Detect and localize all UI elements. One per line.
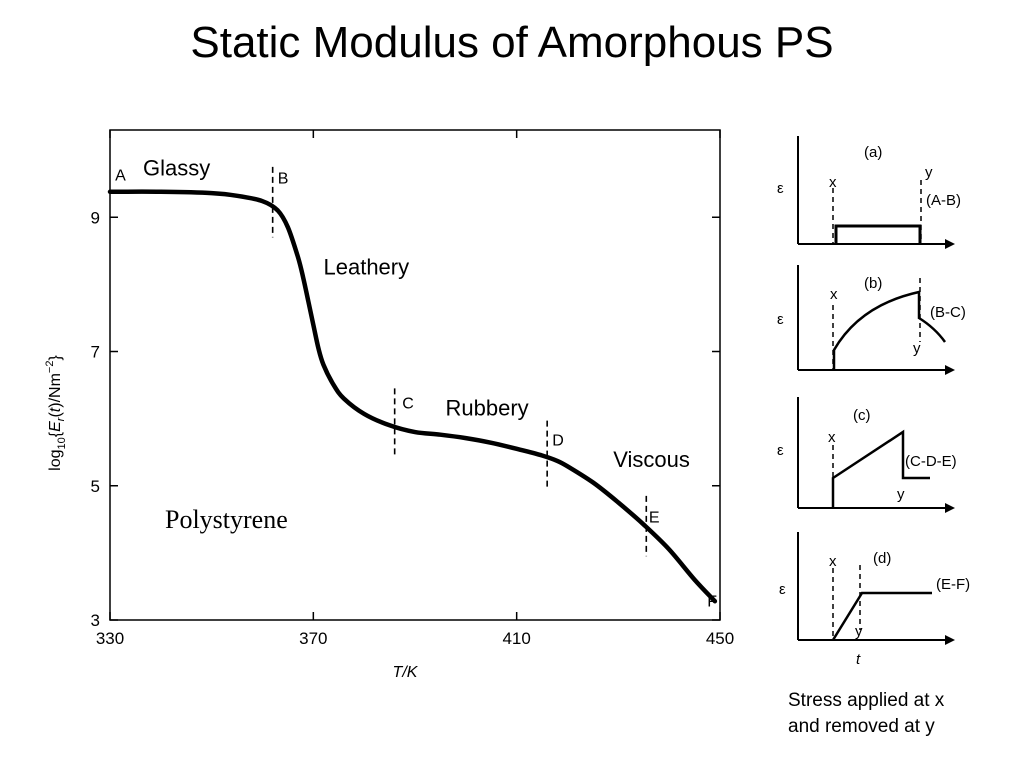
y-tick-label: 5 [91,477,100,496]
transition-label-d: D [552,432,564,449]
modulus-chart: 330 370 410 450 3 5 7 9 Glassy Leathery Rubbery V… [44,129,734,681]
inset-a-y-label: y [925,164,933,181]
inset-c-tag: (c) [853,407,871,424]
inset-d-tag: (d) [873,550,891,567]
inset-c-ylabel: ε [777,442,784,459]
transition-label-a: A [115,167,126,184]
transition-label-e: E [649,510,660,527]
y-tick-label: 3 [91,611,100,630]
inset-b-tag: (b) [864,275,882,292]
y-tick-label: 9 [91,208,100,227]
region-label-viscous: Viscous [613,447,690,472]
caption: Stress applied at x and removed at y [788,690,945,737]
transition-markers [271,166,648,557]
inset-d-y-label: y [855,623,863,640]
inset-a-tag: (a) [864,144,882,161]
inset-d-ylabel: ε [779,581,786,598]
inset-d-range: (E-F) [936,576,970,593]
transition-label-b: B [278,171,289,188]
inset-c-x-label: x [828,429,836,446]
arrow-right-icon [945,239,955,249]
x-ticks: 330 370 410 450 [96,130,734,648]
chart-annotation: Polystyrene [165,505,288,534]
inset-b: (b) ε x y (B-C) [777,265,966,375]
inset-b-range: (B-C) [930,304,966,321]
x-tick-label: 330 [96,629,124,648]
x-tick-label: 370 [299,629,327,648]
inset-d-t-label: t [856,651,861,668]
transition-label-c: C [402,396,414,413]
region-label-rubbery: Rubbery [446,395,529,420]
inset-c: (c) ε x y (C-D-E) [777,397,957,513]
inset-a-range: (A-B) [926,192,961,209]
slide-title: Static Modulus of Amorphous PS [190,18,834,67]
inset-a: (a) ε x y (A-B) [777,136,961,249]
inset-b-response [832,290,947,370]
arrow-right-icon [945,635,955,645]
y-tick-label: 7 [91,343,100,362]
y-ticks: 3 5 7 9 [91,208,720,630]
region-label-leathery: Leathery [324,254,410,279]
inset-a-response [834,224,922,244]
inset-a-ylabel: ε [777,180,784,197]
region-label-glassy: Glassy [143,156,210,181]
inset-b-y-label: y [913,340,921,357]
transition-label-f: F [707,594,717,611]
inset-d-response [831,591,932,641]
y-axis-label: log10{Er(t)/Nm−2} [44,355,68,471]
inset-a-x-label: x [829,174,837,191]
inset-b-x-label: x [830,286,838,303]
inset-d-x-label: x [829,553,837,570]
x-tick-label: 410 [502,629,530,648]
plot-frame [109,129,721,621]
inset-c-response [831,429,930,508]
modulus-curve [107,189,718,604]
transition-labels: A B C D E F [115,167,717,610]
inset-c-y-label: y [897,486,905,503]
region-labels: Glassy Leathery Rubbery Viscous [143,156,690,472]
inset-d: (d) ε x y (E-F) t [779,532,970,668]
arrow-right-icon [945,503,955,513]
arrow-right-icon [945,365,955,375]
inset-b-ylabel: ε [777,311,784,328]
x-axis-label: T/K [393,664,419,681]
x-tick-label: 450 [706,629,734,648]
inset-c-range: (C-D-E) [905,453,957,470]
